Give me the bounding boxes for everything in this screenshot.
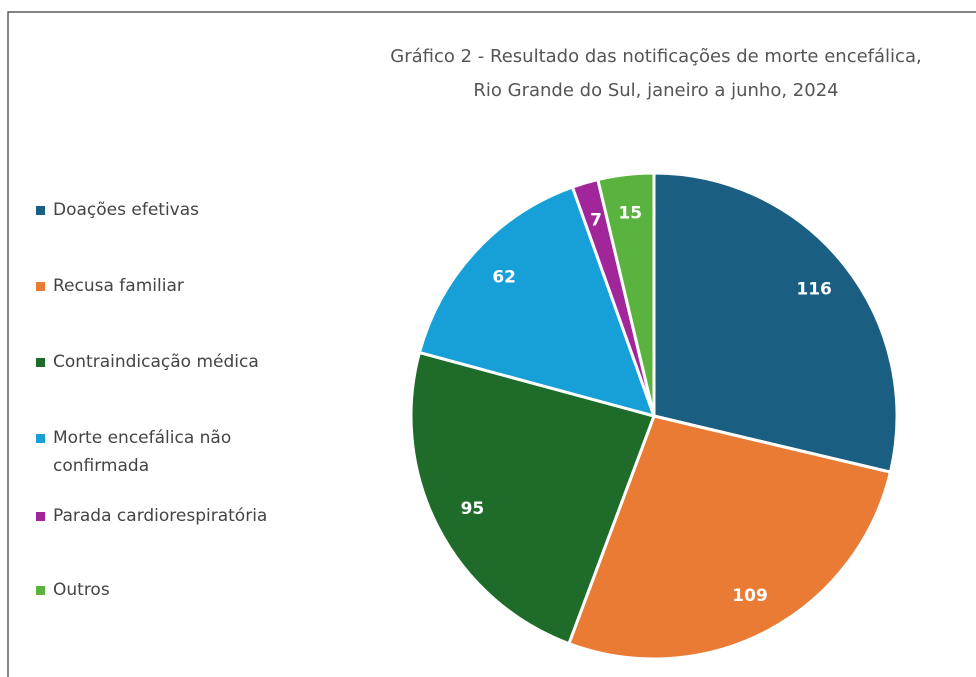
legend-label: Doações efetivas — [53, 200, 200, 220]
legend-swatch — [36, 206, 45, 215]
pie-slice — [417, 185, 657, 419]
pie-slice — [566, 414, 893, 661]
frame — [7, 11, 976, 677]
pie-slice — [409, 350, 656, 646]
legend-item: Recusa familiar — [36, 272, 311, 300]
legend-item: Parada cardiorespiratória — [36, 502, 311, 530]
chart-title: Rio Grande do Sul, janeiro a junho, 2024 — [473, 80, 838, 101]
legend-label: Morte encefálica não confirmada — [53, 428, 232, 476]
legend-item: Outros — [36, 576, 311, 604]
legend-swatch — [36, 434, 45, 443]
legend-item: Contraindicação médica — [36, 348, 311, 376]
data-label: 62 — [492, 267, 516, 287]
chart-title: Gráfico 2 - Resultado das notificações d… — [390, 46, 921, 67]
legend-swatch — [36, 358, 45, 367]
legend-swatch — [36, 586, 45, 595]
legend-label: Outros — [53, 580, 110, 600]
legend-item: Morte encefálica não confirmada — [36, 424, 311, 480]
data-label: 7 — [590, 210, 602, 230]
legend-item: Doações efetivas — [36, 196, 311, 224]
legend-label: Recusa familiar — [53, 276, 184, 296]
legend-label: Parada cardiorespiratória — [53, 506, 268, 526]
data-label: 116 — [796, 279, 832, 299]
legend-swatch — [36, 512, 45, 521]
data-label: 109 — [732, 586, 768, 606]
pie-slice — [652, 171, 899, 474]
data-label: 15 — [618, 203, 642, 223]
pie-slice — [596, 171, 656, 417]
legend-swatch — [36, 282, 45, 291]
data-label: 95 — [461, 499, 485, 519]
legend-label: Contraindicação médica — [53, 352, 259, 372]
